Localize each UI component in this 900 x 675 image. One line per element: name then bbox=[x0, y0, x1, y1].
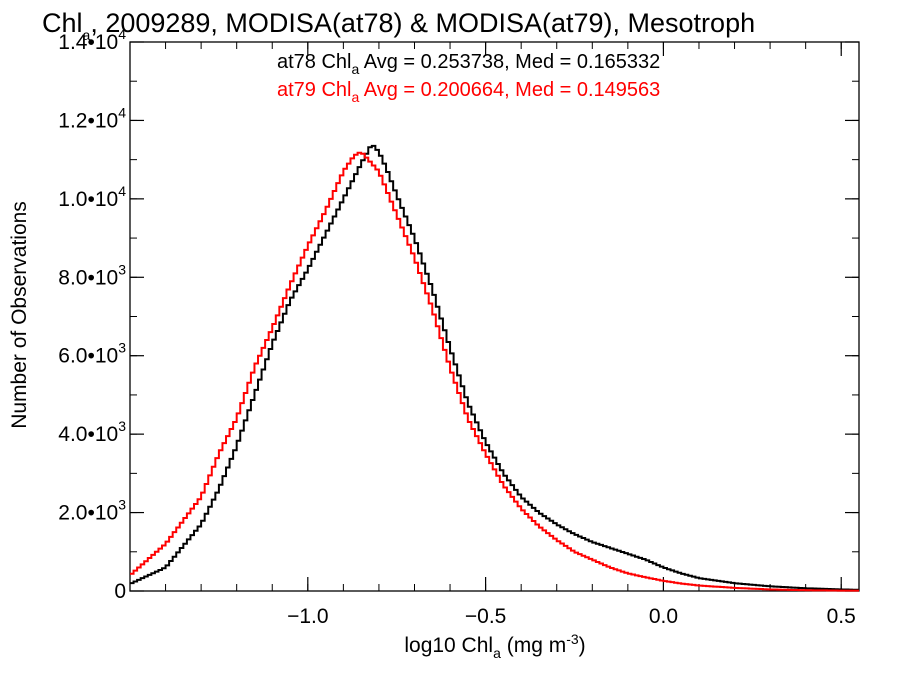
x-axis-label: log10 Chla (mg m-3) bbox=[404, 631, 585, 661]
x-tick-label: 0.5 bbox=[827, 605, 856, 628]
x-tick-label: −1.0 bbox=[287, 605, 328, 628]
ticks-layer: −1.0 −0.5 0.0 0.5 0 2.0•103 4.0•103 6.0•103 8.0•… bbox=[58, 26, 859, 628]
y-tick-label: 6.0•103 bbox=[58, 340, 126, 368]
series-layer bbox=[130, 144, 859, 592]
y-tick-label: 4.0•103 bbox=[58, 418, 126, 446]
plot-frame bbox=[129, 41, 860, 592]
y-tick-label: 1.2•104 bbox=[58, 104, 126, 132]
chart-title: Chla, 2009289, MODISA(at78) & MODISA(at7… bbox=[42, 8, 755, 43]
series-line-at79 bbox=[130, 151, 859, 592]
y-tick-label: 2.0•103 bbox=[58, 497, 126, 525]
x-tick-label: −0.5 bbox=[465, 605, 506, 628]
x-tick-label: 0.0 bbox=[649, 605, 678, 628]
series-line-at78 bbox=[130, 144, 859, 591]
y-tick-label: 8.0•103 bbox=[58, 261, 126, 289]
stats-at78: at78 Chla Avg = 0.253738, Med = 0.165332 bbox=[277, 51, 660, 77]
y-tick-label: 0 bbox=[114, 580, 126, 603]
y-axis-label: Number of Observations bbox=[8, 201, 31, 429]
y-tick-label: 1.0•104 bbox=[58, 183, 126, 211]
stats-at79: at79 Chla Avg = 0.200664, Med = 0.149563 bbox=[277, 79, 660, 105]
y-tick-label: 1.4•104 bbox=[58, 26, 126, 54]
